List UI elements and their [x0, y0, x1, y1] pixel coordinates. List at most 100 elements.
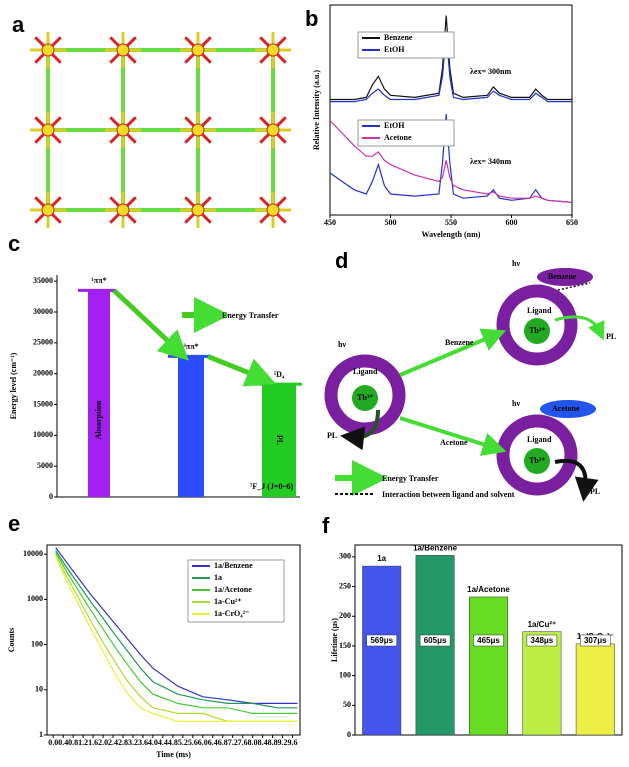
solvent	[540, 400, 596, 418]
x-tick-label: 1.2	[78, 738, 88, 747]
y-tick-label: 0	[347, 730, 351, 739]
x-tick-label: 0.4	[58, 738, 68, 747]
line	[55, 547, 298, 704]
annotation: ⁷F_J (J=0~6)	[250, 482, 294, 491]
arrow	[399, 416, 507, 456]
panel-label: d	[335, 248, 348, 273]
level-label: ⁵D₄	[274, 370, 285, 379]
legend-label: 1a	[214, 573, 222, 582]
x-tick-label: 1.6	[88, 738, 98, 747]
y-tick-label: 35000	[33, 276, 53, 285]
legend-label: Acetone	[384, 133, 412, 142]
y-tick-label: 25000	[33, 338, 53, 347]
arrow-label: Benzene	[445, 338, 474, 347]
level-column	[178, 356, 204, 497]
y-tick-label: 300	[339, 552, 351, 561]
annotation: λex= 340nm	[470, 157, 511, 166]
arrow-label: Acetone	[440, 438, 468, 447]
emission: PL	[606, 332, 616, 341]
metal-node	[266, 203, 280, 217]
level-label: ¹ππ*	[91, 276, 106, 285]
x-tick-label: 6.0	[198, 738, 208, 747]
x-axis-label: Time (ms)	[156, 750, 191, 759]
bar	[575, 643, 615, 736]
annotation: Energy Transfer	[222, 311, 279, 320]
bar	[522, 631, 562, 736]
center: Tb³⁺	[529, 456, 545, 465]
y-tick-label: 10000	[23, 549, 43, 558]
y-tick-label: 10	[35, 685, 43, 694]
annotation-box	[526, 634, 558, 647]
line	[55, 552, 298, 714]
x-tick-label: 600	[506, 218, 518, 227]
annotation: Absorption	[94, 400, 103, 439]
y-axis-label: Counts	[7, 628, 16, 652]
line	[330, 32, 572, 103]
x-tick-label: 9.2	[278, 738, 288, 747]
x-tick-label: 8.8	[268, 738, 278, 747]
legend-label: EtOH	[384, 121, 405, 130]
solvent	[537, 268, 593, 286]
legend-label: 1a-Cu²⁺	[214, 597, 242, 606]
category-label: 1a	[377, 554, 386, 563]
y-axis-label: Relative Intensity (a.u.)	[312, 70, 321, 150]
panel-label: e	[8, 511, 20, 536]
metal-node	[116, 123, 130, 137]
x-tick-label: 3.2	[128, 738, 138, 747]
annotation-box	[419, 634, 451, 647]
line	[329, 114, 573, 203]
arrow	[340, 409, 380, 451]
y-tick-label: 100	[31, 639, 43, 648]
category-label: 1a/Cu²⁺	[528, 620, 557, 629]
line	[329, 120, 573, 203]
x-tick-label: 2.4	[108, 738, 118, 747]
solvent-label: Acetone	[552, 404, 580, 413]
annotation: 605μs	[424, 636, 447, 645]
light: hν	[338, 340, 346, 349]
metal-node	[191, 203, 205, 217]
x-tick-label: 5.6	[188, 738, 198, 747]
legend-label: Energy Transfer	[382, 474, 439, 483]
panel-label: b	[305, 6, 318, 31]
x-tick-label: 4.0	[148, 738, 158, 747]
annotation: 307μs	[584, 636, 607, 645]
x-tick-label: 650	[566, 218, 578, 227]
line	[330, 15, 572, 101]
crystal-structure	[30, 32, 291, 228]
light: hν	[512, 399, 520, 408]
interaction	[557, 282, 591, 291]
ligand: Ligand	[527, 435, 552, 444]
metal-node	[266, 123, 280, 137]
legend-box	[357, 31, 455, 59]
y-tick-label: 250	[339, 581, 351, 590]
arrow	[554, 458, 599, 502]
x-tick-label: 3.6	[138, 738, 148, 747]
annotation: 465μs	[477, 636, 500, 645]
x-tick-label: 450	[324, 218, 336, 227]
level-column	[88, 290, 110, 497]
y-tick-label: 20000	[33, 368, 53, 377]
y-tick-label: 50	[343, 700, 351, 709]
y-tick-label: 10000	[33, 430, 53, 439]
annotation-box	[366, 634, 397, 647]
y-tick-label: 1	[39, 730, 43, 739]
light: hν	[512, 259, 520, 268]
y-axis-label: Energy level (cm⁻¹)	[9, 352, 18, 419]
metal-node	[41, 43, 55, 57]
x-tick-label: 6.4	[208, 738, 218, 747]
legend-label: EtOH	[384, 45, 405, 54]
annotation-box	[473, 634, 504, 647]
legend-label: Interaction between ligand and solvent	[382, 490, 515, 499]
metal-node	[116, 203, 130, 217]
line	[55, 550, 298, 709]
arrow	[399, 328, 507, 377]
level-label: ³ππ*	[183, 342, 198, 351]
ring	[496, 284, 578, 366]
metal-node	[116, 43, 130, 57]
metal-node	[191, 123, 205, 137]
panel-label: c	[8, 231, 20, 256]
core	[352, 385, 378, 411]
x-tick-label: 5.2	[178, 738, 188, 747]
level-column	[262, 384, 296, 497]
